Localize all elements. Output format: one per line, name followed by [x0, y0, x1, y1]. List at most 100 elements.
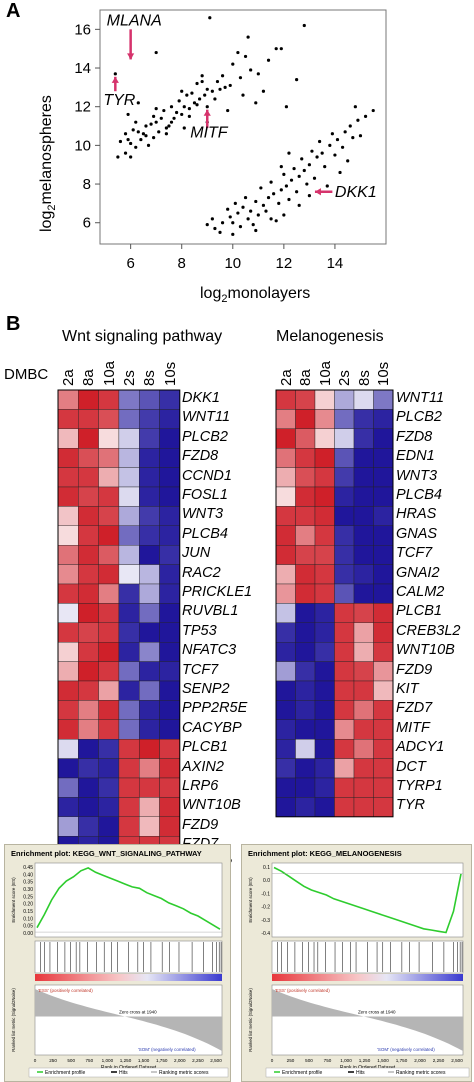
scatter-point	[249, 68, 253, 72]
heatmap-column-label: 2s	[121, 370, 139, 386]
heatmap-cell	[159, 642, 180, 662]
heatmap-cell	[78, 506, 99, 526]
heatmap-cell	[353, 389, 374, 410]
scatter-point	[323, 165, 327, 169]
rank-tick-label: 500	[67, 1058, 75, 1063]
heatmap-cell	[334, 603, 355, 624]
scatter-point	[330, 132, 334, 136]
scatter-point	[351, 136, 355, 140]
heatmap-frame	[57, 389, 181, 860]
heatmap-column-label: 2s	[336, 370, 354, 386]
heatmap-cell	[295, 661, 316, 682]
heatmap-cell	[57, 506, 79, 526]
y-tick-label: 16	[74, 21, 91, 38]
heatmap-cell	[118, 816, 140, 837]
gsea-melanogenesis-chart: 0.1 0.0 -0.1 -0.2 -0.3 -0.4 Enrichment score (…	[248, 862, 470, 1078]
heatmap-cell	[314, 545, 335, 565]
scatter-point	[269, 217, 273, 221]
heatmap-cell	[57, 389, 79, 410]
scatter-point	[371, 108, 375, 113]
heatmap-cell	[275, 564, 296, 585]
heatmap-cell	[275, 506, 296, 526]
heatmap-column-label: 10a	[100, 360, 118, 386]
panel-a-letter: A	[6, 0, 21, 22]
heatmap-cell	[275, 448, 296, 468]
heatmap-cell	[57, 603, 79, 624]
gene-label: PLCB4	[182, 525, 228, 542]
rank-tick-label: 1,500	[138, 1058, 150, 1063]
heatmap-cell	[78, 797, 99, 818]
heatmap-cell	[373, 603, 394, 624]
x-axis-label-base: log	[200, 285, 222, 302]
es-ytick-label: 0.00	[23, 931, 33, 937]
scatter-point	[307, 163, 311, 167]
rank-tick-label: 1,250	[120, 1058, 132, 1063]
heatmap-cell	[275, 719, 296, 740]
scatter-point	[282, 213, 286, 217]
heatmap-cell	[275, 700, 296, 721]
heatmap-column-label: 2a	[277, 369, 295, 386]
heatmap-cell	[118, 661, 140, 682]
heatmap-cell	[334, 661, 355, 682]
gene-label: SENP2	[182, 681, 230, 697]
gene-label: CREB3L2	[396, 622, 461, 639]
scatter-point	[203, 93, 207, 97]
heatmap-cell	[334, 506, 355, 526]
heatmap-cell	[118, 739, 140, 759]
heatmap-cell	[373, 719, 394, 740]
legend-label: Hits	[119, 1070, 128, 1076]
scatter-point	[302, 23, 306, 28]
scatter-point	[152, 136, 156, 140]
x-tick-label: 12	[276, 255, 293, 272]
metric-axis-label: Ranked list metric (Signal2Noise)	[11, 988, 16, 1052]
es-ytick-label: -0.3	[261, 918, 270, 924]
heatmap-cell	[98, 525, 120, 546]
scatter-point	[241, 205, 245, 209]
heatmap-cell	[118, 448, 140, 468]
heatmap-cell	[373, 797, 394, 818]
rank-tick-label: 2,500	[210, 1058, 222, 1063]
heatmap-cell	[78, 583, 99, 604]
heatmap-cell	[353, 486, 374, 507]
heatmap-cell	[314, 797, 335, 818]
heatmap-cell	[159, 583, 180, 604]
scatter-point	[197, 97, 202, 101]
scatter-plot: 6 8 10 12 14 6 8 10 12 14 16 MLANA TYR MITF DKK1	[74, 9, 387, 272]
heatmap-cell	[159, 622, 180, 643]
es-ytick-label: 0.1	[263, 865, 270, 871]
scatter-point	[279, 188, 283, 192]
heatmap-cell	[314, 525, 335, 546]
scatter-point	[236, 211, 240, 215]
heatmap-cell	[334, 758, 355, 779]
heatmap-cell	[98, 758, 120, 779]
heatmap-cell	[98, 622, 120, 643]
scatter-point	[300, 157, 304, 161]
heatmap-column-label: 8s	[355, 370, 373, 386]
rank-tick-label: 2,250	[433, 1058, 445, 1063]
heatmap-cell	[373, 758, 394, 779]
heatmap-cell	[353, 409, 374, 429]
heatmap-cell	[118, 583, 140, 604]
es-panel	[271, 862, 464, 938]
scatter-point	[277, 201, 281, 205]
heatmap-cell	[159, 758, 180, 779]
heatmap-cell	[57, 777, 79, 798]
heatmap-cell	[159, 467, 180, 488]
heatmap-cell	[118, 700, 140, 721]
heatmap-cell	[98, 700, 120, 721]
es-ytick-label: -0.4	[261, 931, 270, 937]
heatmap-cell	[98, 719, 120, 740]
heatmap-column-label: 8a	[297, 369, 315, 386]
heatmap-cell	[334, 700, 355, 721]
annotation-label-mlana: MLANA	[107, 12, 162, 29]
scatter-point	[213, 97, 217, 101]
heatmap-cell	[314, 758, 335, 779]
heatmap-cell	[159, 409, 180, 429]
scatter-point	[157, 130, 161, 134]
rank-tick-label: 2,000	[414, 1058, 426, 1063]
heatmap-cell	[314, 409, 335, 429]
heatmap-cell	[138, 777, 160, 798]
y-tick-label: 8	[83, 176, 91, 193]
scatter-point	[302, 168, 306, 173]
gene-label: GNAI2	[396, 564, 440, 581]
